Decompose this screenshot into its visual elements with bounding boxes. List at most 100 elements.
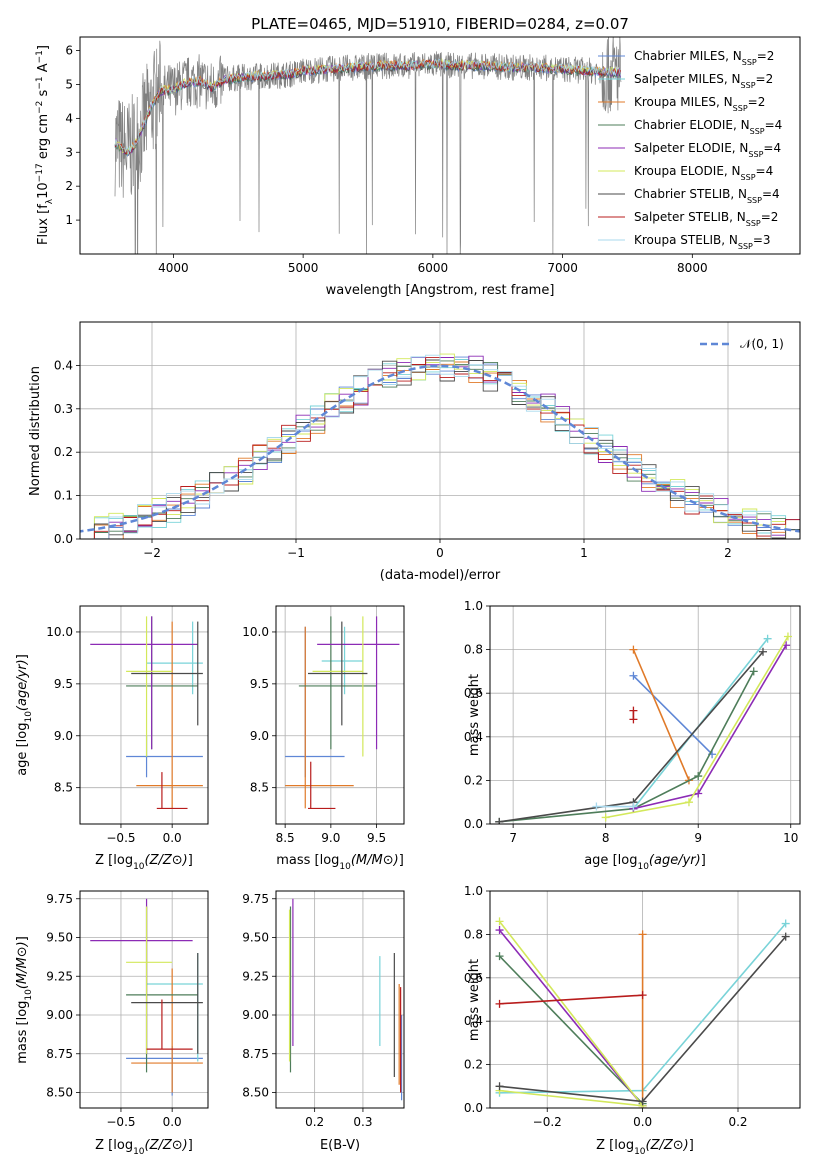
x-tick-label: 0.3	[353, 1115, 372, 1129]
x-tick-label: 4000	[158, 261, 189, 275]
y-tick-label: 0.0	[54, 532, 73, 546]
weight-marker	[629, 715, 638, 724]
panel-7: 0.2 0.3 8.50 8.75 9.00 9.25 9.50 9.75	[242, 891, 404, 1129]
axes-frame	[79, 890, 209, 1109]
y-tick-label: 9.75	[242, 892, 269, 906]
y-tick-label: 4	[65, 111, 73, 125]
y-tick-label: 9.00	[242, 1008, 269, 1022]
y-tick-label: 0.8	[464, 927, 483, 941]
x-tick-label: 7000	[547, 261, 578, 275]
y-tick-label: 0.8	[464, 643, 483, 657]
x-tick-label: 0.0	[163, 1115, 182, 1129]
panel-6: −0.5 0.0 8.50 8.75 9.00 9.25 9.50 9.75	[46, 891, 208, 1129]
model-spectrum	[114, 58, 621, 155]
y-tick-label: 9.75	[46, 892, 73, 906]
weight-line	[633, 644, 787, 810]
x-tick-label: 9.0	[321, 831, 340, 845]
y-tick-label: 9.00	[46, 1008, 73, 1022]
y-axis-label: age [log10(age/yr)]	[15, 654, 34, 776]
axes-frame	[79, 605, 209, 825]
weight-marker	[763, 634, 772, 643]
weight-marker	[749, 667, 758, 676]
plot-area	[285, 616, 400, 810]
weight-line	[498, 920, 645, 1107]
x-tick-label: 0	[436, 546, 444, 560]
legend-entry: Kroupa STELIB, NSSP=3	[634, 233, 771, 251]
y-tick-label: 0.0	[464, 817, 483, 831]
weight-marker	[684, 798, 693, 807]
y-tick-label: 1	[65, 213, 73, 227]
x-tick-label: 10	[783, 831, 798, 845]
y-tick-label: 2	[65, 179, 73, 193]
x-tick-label: 7	[509, 831, 517, 845]
axes-frame	[275, 605, 405, 825]
x-tick-label: 0.2	[305, 1115, 324, 1129]
weight-line	[498, 955, 644, 1105]
x-tick-label: 2	[724, 546, 732, 560]
x-axis-label: wavelength [Angstrom, rest frame]	[326, 283, 555, 298]
x-tick-label: 6000	[418, 261, 449, 275]
weight-marker	[638, 1097, 647, 1106]
y-tick-label: 1.0	[464, 599, 483, 613]
weight-line	[632, 649, 690, 781]
weight-marker	[781, 932, 790, 941]
plot-area	[90, 616, 203, 810]
x-tick-label: −0.2	[533, 1115, 562, 1129]
plot-area	[495, 917, 790, 1108]
y-tick-label: 9.0	[250, 729, 269, 743]
legend-entry: 𝒩(0, 1)	[740, 337, 784, 351]
weight-marker	[495, 952, 504, 961]
weight-line	[499, 671, 755, 823]
x-axis-label: Z [log10(Z/Z⊙)]	[596, 1138, 694, 1157]
x-tick-label: −0.5	[106, 1115, 135, 1129]
x-axis-label: mass [log10(M/M⊙)]	[276, 853, 404, 872]
weight-marker	[601, 813, 610, 822]
model-spectrum	[114, 59, 621, 155]
weight-marker	[638, 930, 647, 939]
weight-marker	[694, 772, 703, 781]
axes-frame	[489, 890, 801, 1109]
legend-entry: Salpeter MILES, NSSP=2	[634, 72, 773, 90]
weight-marker	[495, 999, 504, 1008]
y-tick-label: 0.1	[54, 489, 73, 503]
weight-marker	[495, 926, 504, 935]
y-tick-label: 0.6	[464, 971, 483, 985]
plot-area	[80, 353, 800, 539]
weight-marker	[629, 802, 638, 811]
x-tick-label: −1	[287, 546, 305, 560]
y-axis-label: Normed distribution	[28, 366, 43, 496]
axes-frame	[489, 605, 801, 825]
x-axis-label: Z [log10(Z/Z⊙)]	[95, 1138, 193, 1157]
x-tick-label: 8.5	[276, 831, 295, 845]
axes-frame	[275, 890, 405, 1109]
plot-area	[288, 898, 403, 1101]
panel-1: 4000 5000 6000 7000 8000 1 2 3 4 5 6	[65, 37, 708, 275]
y-tick-label: 9.5	[54, 677, 73, 691]
y-tick-label: 3	[65, 145, 73, 159]
y-tick-label: 9.50	[46, 931, 73, 945]
weight-marker	[629, 706, 638, 715]
axes-frame	[79, 36, 801, 255]
weight-marker	[495, 1082, 504, 1091]
y-tick-label: 8.5	[54, 781, 73, 795]
panel-8: −0.2 0.0 0.2 0.0 0.2 0.4 0.6 0.8 1.0	[464, 884, 800, 1129]
y-tick-label: 8.50	[46, 1086, 73, 1100]
y-tick-label: 9.5	[250, 677, 269, 691]
legend-entry: Chabrier ELODIE, NSSP=4	[634, 118, 782, 136]
legend-entry: Salpeter STELIB, NSSP=2	[634, 210, 778, 228]
y-tick-label: 5	[65, 77, 73, 91]
legend-entry: Salpeter ELODIE, NSSP=4	[634, 141, 781, 159]
weight-marker	[783, 632, 792, 641]
weight-marker	[495, 817, 504, 824]
figure-title: PLATE=0465, MJD=51910, FIBERID=0284, z=0…	[251, 15, 629, 33]
x-axis-label: E(B-V)	[320, 1138, 360, 1153]
y-tick-label: 9.0	[54, 729, 73, 743]
x-tick-label: 0.0	[633, 1115, 652, 1129]
panel-5: 7 8 9 10 0.0 0.2 0.4 0.6 0.8 1.0	[464, 599, 800, 845]
panel-2: −2 −1 0 1 2 0.0 0.1 0.2 0.3 0.4	[54, 322, 800, 560]
y-tick-label: 0.4	[464, 730, 483, 744]
y-tick-label: 0.4	[54, 358, 73, 372]
x-tick-label: 5000	[288, 261, 319, 275]
weight-marker	[758, 647, 767, 656]
